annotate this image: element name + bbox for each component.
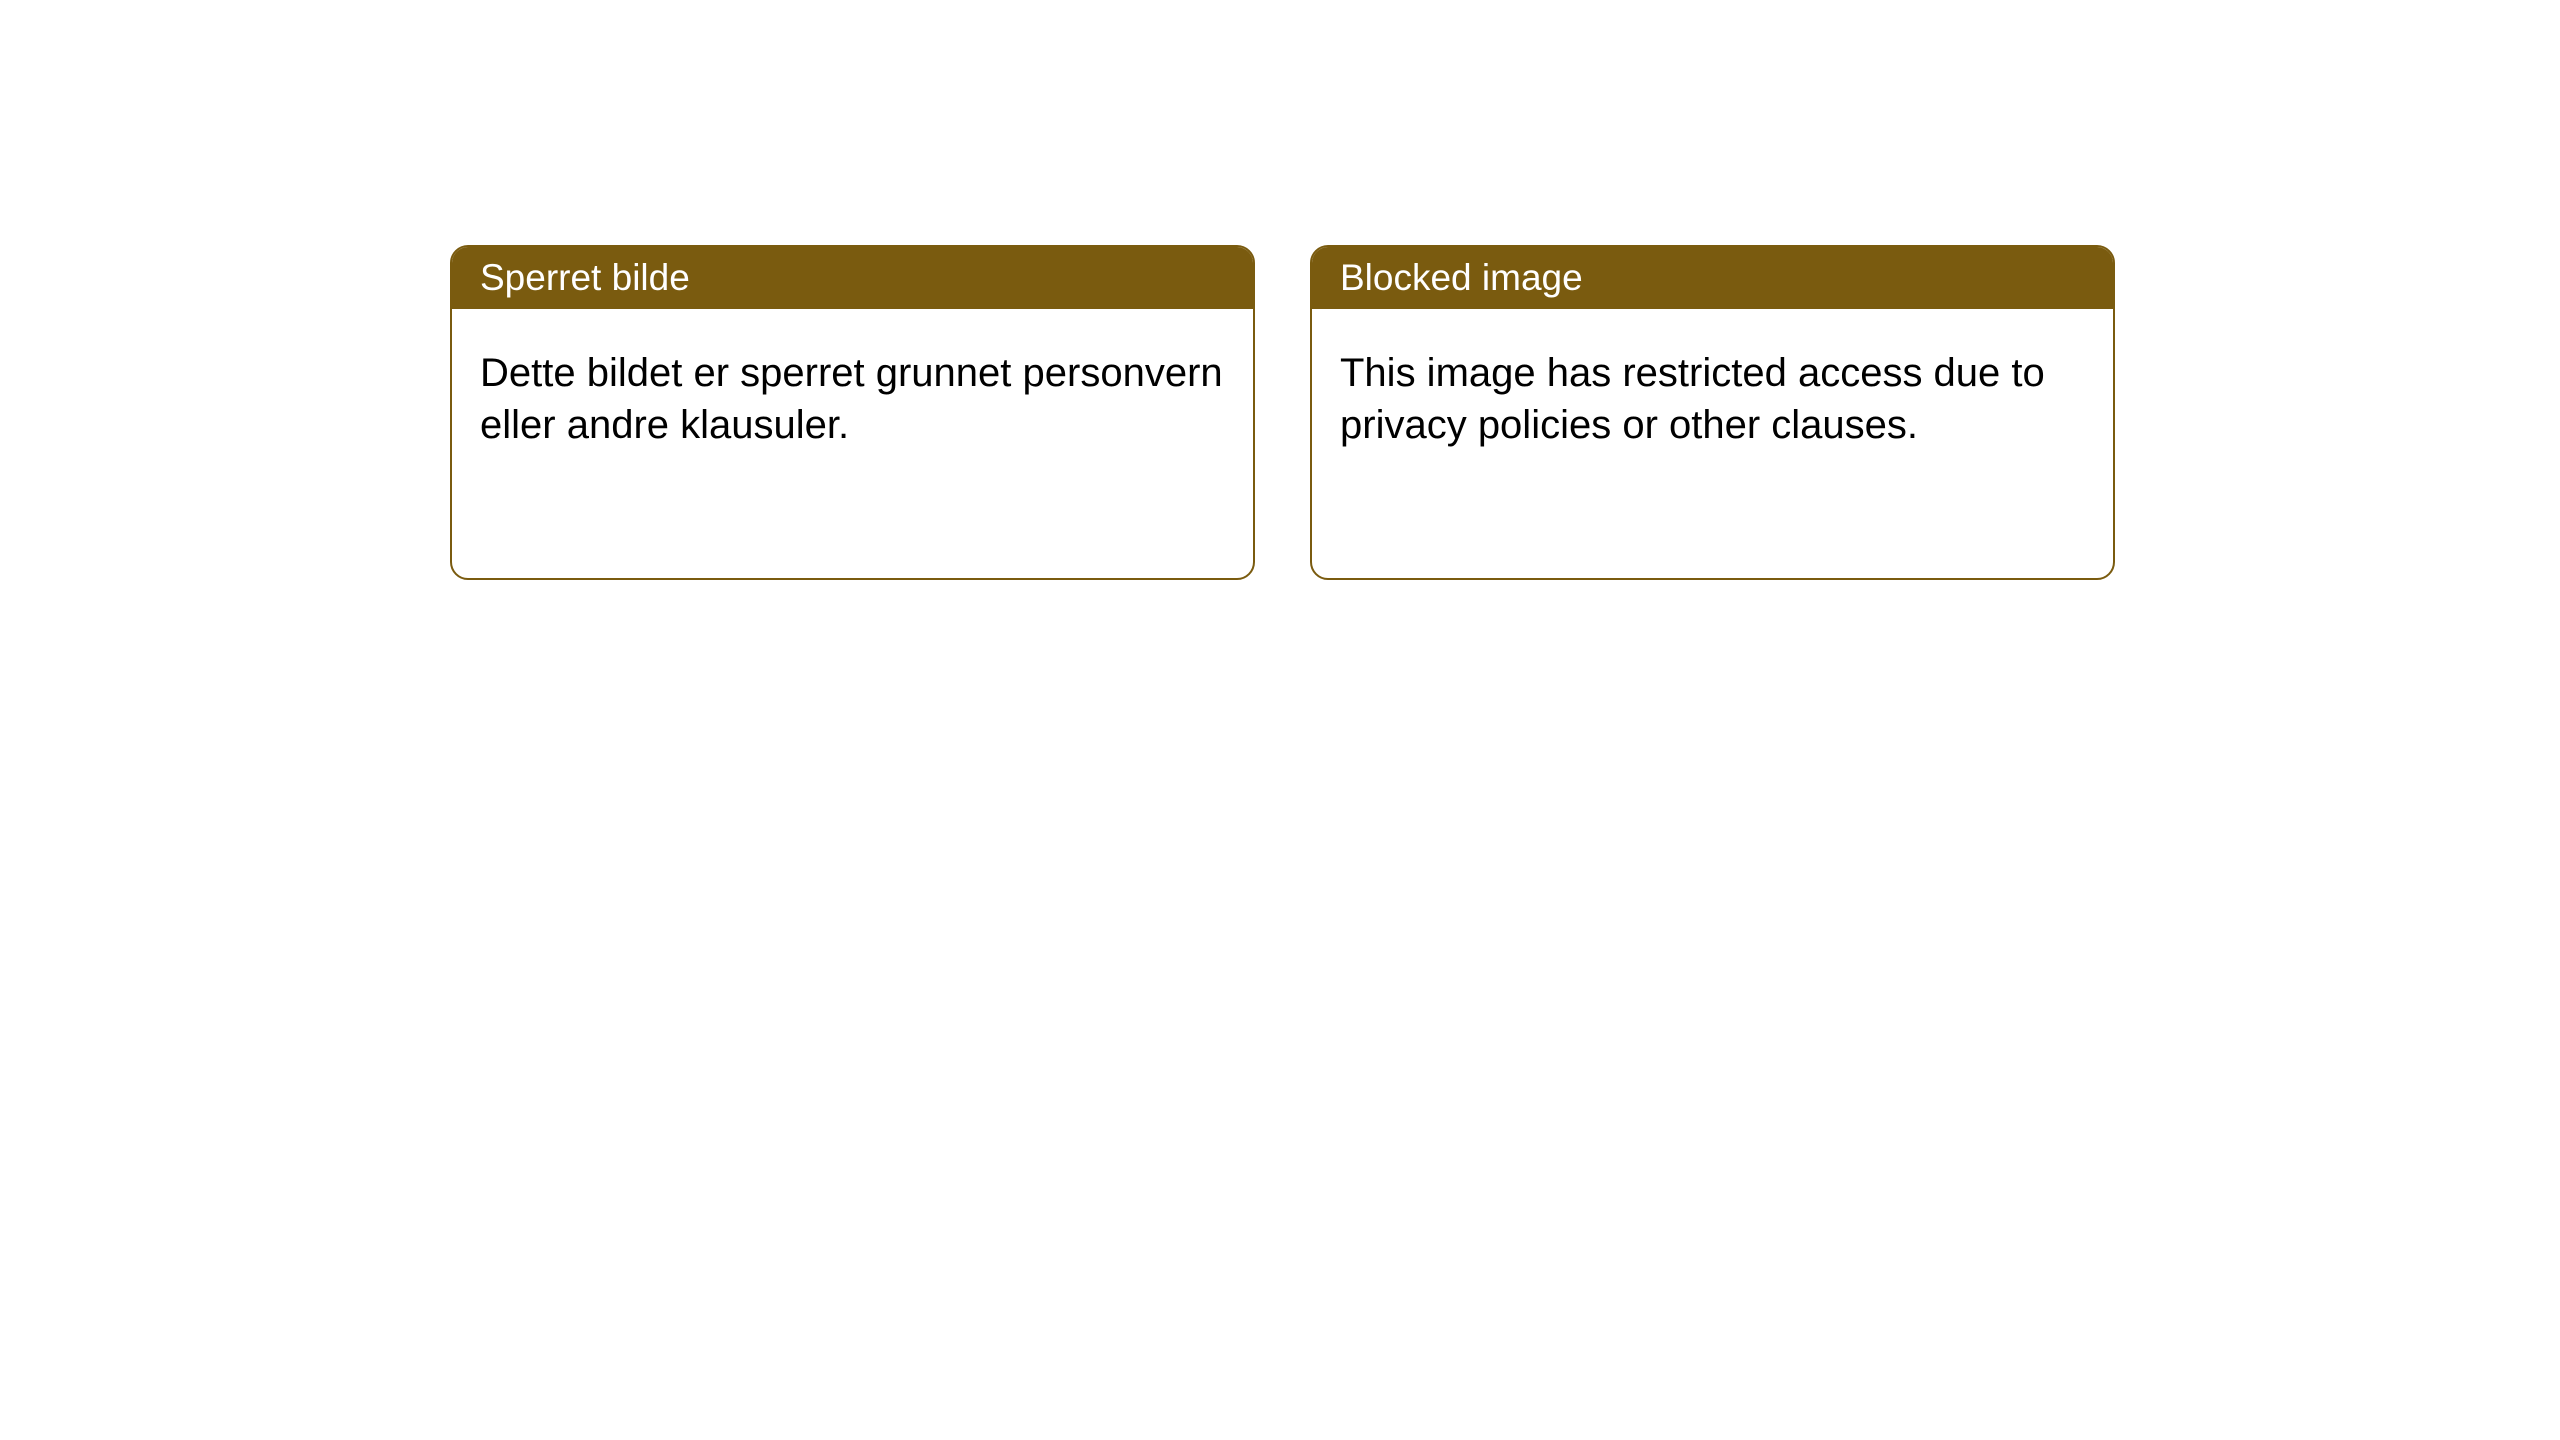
notice-card-norwegian: Sperret bilde Dette bildet er sperret gr… xyxy=(450,245,1255,580)
notice-card-header: Blocked image xyxy=(1312,247,2113,309)
notice-card-english: Blocked image This image has restricted … xyxy=(1310,245,2115,580)
notice-container: Sperret bilde Dette bildet er sperret gr… xyxy=(0,0,2560,580)
notice-card-body: This image has restricted access due to … xyxy=(1312,309,2113,489)
notice-card-body: Dette bildet er sperret grunnet personve… xyxy=(452,309,1253,489)
notice-card-header: Sperret bilde xyxy=(452,247,1253,309)
